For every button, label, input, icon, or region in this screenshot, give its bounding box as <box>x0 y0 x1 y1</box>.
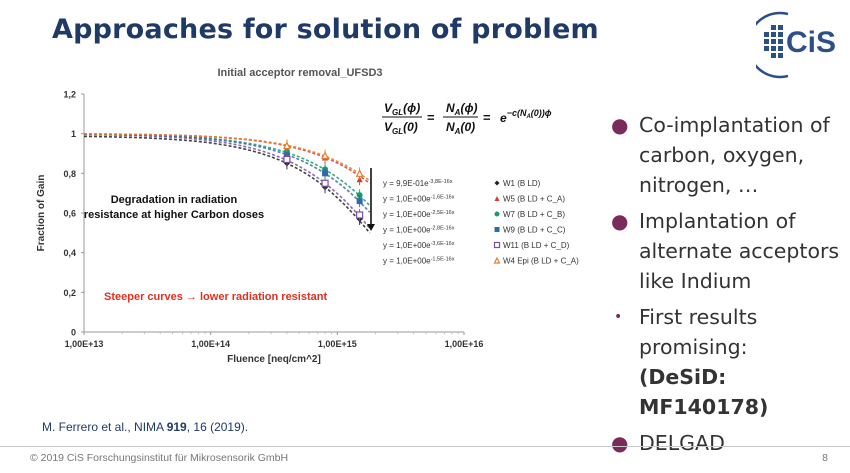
slide-title: Approaches for solution of problem <box>52 14 599 45</box>
legend-entry: W9 (B LD + C_C) <box>503 226 566 235</box>
y-tick-label: 1 <box>71 129 76 139</box>
y-axis-label: Fraction of Gain <box>36 175 47 252</box>
data-point <box>494 227 500 232</box>
data-point <box>494 211 500 217</box>
bullet-list: ● Co-implantation of carbon, oxygen, nitr… <box>605 110 845 464</box>
bullet-item: ● Implantation of alternate acceptors lik… <box>605 206 845 296</box>
data-point <box>494 180 500 186</box>
legend-equation: y = 1,0E+00e-2,5E-16x <box>383 210 455 219</box>
bullet-dot-icon: ● <box>611 209 629 233</box>
annotation-steeper: Steeper curves → lower radiation resista… <box>104 291 327 303</box>
fit-curve <box>84 133 371 182</box>
data-point <box>356 198 363 205</box>
bullet-text: Implantation of alternate acceptors like… <box>639 209 840 293</box>
legend-equation: y = 1,0E+00e-1,6E-16x <box>383 195 455 204</box>
bullet-item: ● DELGAD <box>605 428 845 458</box>
y-tick-label: 0,4 <box>63 248 76 258</box>
y-tick-label: 0 <box>71 328 76 338</box>
svg-text:=: = <box>427 110 435 125</box>
legend-entry: W7 (B LD + C_B) <box>503 210 565 219</box>
y-tick-label: 0,8 <box>63 169 76 179</box>
legend-equation: y = 1,0E+00e-3,6E-16x <box>383 241 455 250</box>
svg-text:e−c(NA(0))ϕ: e−c(NA(0))ϕ <box>500 108 552 125</box>
legend-entry: W5 (B LD + C_A) <box>503 195 565 204</box>
y-tick-label: 0,2 <box>63 288 76 298</box>
legend-equation: y = 1,0E+00e-2,8E-16x <box>383 226 455 235</box>
legend-entry: W1 (B LD) <box>503 179 541 188</box>
svg-text:NA(0): NA(0) <box>446 120 475 136</box>
cis-logo: CiS <box>756 11 836 79</box>
formula: VGL(ϕ) VGL(0) = NA(ϕ) NA(0) = e−c(NA(0))… <box>382 101 552 136</box>
chart-legend: y = 9,9E-01e-3,8E-16x W1 (B LD) y = 1,0E+0… <box>383 179 579 266</box>
citation: M. Ferrero et al., NIMA 919, 16 (2019). <box>42 420 249 434</box>
x-axis-label: Fluence [neq/cm^2] <box>227 354 321 365</box>
legend-equation: y = 1,0E+00e-1,5E-16x <box>383 257 455 266</box>
x-tick-label: 1,00E+13 <box>65 339 104 349</box>
svg-text:VGL(ϕ): VGL(ϕ) <box>384 101 420 117</box>
page-number: 8 <box>822 452 828 464</box>
data-point <box>321 179 329 187</box>
y-tick-label: 1,2 <box>63 90 76 100</box>
data-point <box>283 155 291 164</box>
x-tick-label: 1,00E+14 <box>191 339 230 349</box>
chart-title: Initial acceptor removal_UFSD3 <box>217 67 382 79</box>
legend-equation: y = 9,9E-01e-3,8E-16x <box>383 179 453 188</box>
x-tick-label: 1,00E+15 <box>318 339 357 349</box>
data-point <box>356 211 364 219</box>
x-tick-label: 1,00E+16 <box>445 339 484 349</box>
footer-divider <box>0 446 850 447</box>
data-point <box>493 241 501 249</box>
bullet-text: Co-implantation of carbon, oxygen, nitro… <box>639 113 830 197</box>
bullet-dot-icon: ● <box>611 431 629 455</box>
data-point <box>494 196 500 201</box>
footer-copyright: © 2019 CiS Forschungsinstitut für Mikros… <box>30 452 289 464</box>
y-tick-label: 0,6 <box>63 209 76 219</box>
svg-text:NA(ϕ): NA(ϕ) <box>446 101 478 117</box>
bullet-text: DELGAD <box>639 431 725 455</box>
bullet-text: First results promising: <box>639 305 758 359</box>
bullet-dot-icon: ● <box>611 113 629 137</box>
svg-text:VGL(0): VGL(0) <box>384 120 418 136</box>
legend-entry: W11 (B LD + C_D) <box>503 241 570 250</box>
legend-entry: W4 Epi (B LD + C_A) <box>503 257 579 266</box>
acceptor-removal-chart: Initial acceptor removal_UFSD3 0 0,2 0,4 0,… <box>36 67 579 365</box>
data-point <box>493 256 501 264</box>
data-point <box>322 170 329 177</box>
bullet-item: • First results promising: (DeSiD: MF14017… <box>605 302 845 422</box>
data-point <box>321 151 330 160</box>
annotation-degradation: Degradation in radiation resistance at hi… <box>84 194 264 221</box>
data-point <box>282 141 291 150</box>
bullet-dot-icon: • <box>614 309 623 325</box>
logo-grid-icon <box>756 11 789 79</box>
down-arrow <box>367 168 375 231</box>
bullet-item: ● Co-implantation of carbon, oxygen, nitr… <box>605 110 845 200</box>
svg-text:=: = <box>483 110 491 125</box>
logo-text: CiS <box>786 26 836 59</box>
bullet-bold-text: (DeSiD: MF140178) <box>639 365 769 419</box>
data-point <box>355 168 364 177</box>
